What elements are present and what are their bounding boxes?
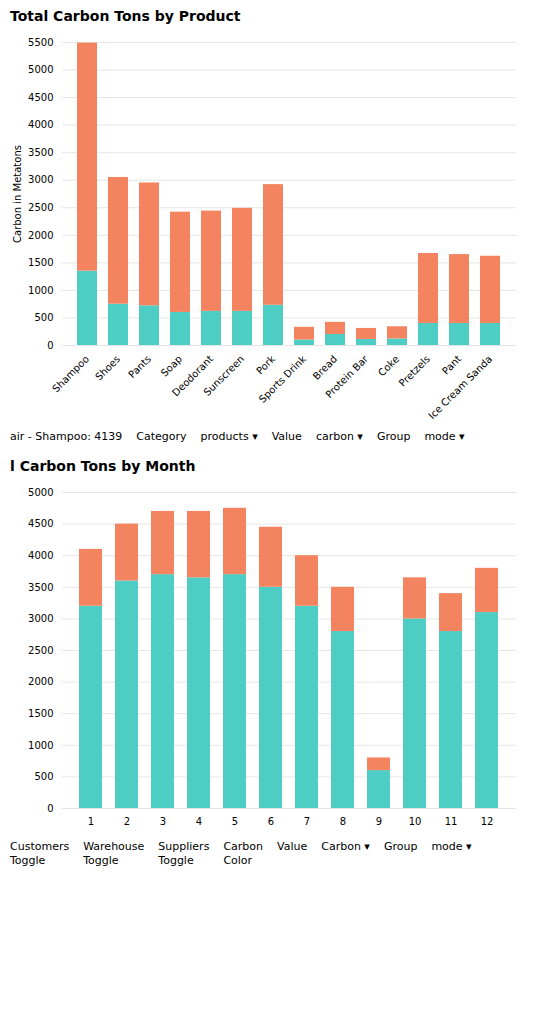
svg-text:500: 500 xyxy=(34,312,53,323)
svg-text:4500: 4500 xyxy=(28,518,53,529)
svg-text:Pant: Pant xyxy=(440,353,463,376)
svg-text:5: 5 xyxy=(232,815,238,826)
svg-text:4000: 4000 xyxy=(28,550,53,561)
svg-text:Shoes: Shoes xyxy=(93,353,122,382)
svg-text:Pants: Pants xyxy=(126,353,153,380)
svg-text:Pretzels: Pretzels xyxy=(397,353,433,389)
svg-text:11: 11 xyxy=(445,815,458,826)
html-text:Carbon Color: Carbon Color xyxy=(223,839,263,867)
svg-text:2000: 2000 xyxy=(28,676,53,687)
svg-text:2000: 2000 xyxy=(28,230,53,241)
html-text:mode ▾: mode ▾ xyxy=(431,839,472,853)
html-text:l Carbon Tons by Month: l Carbon Tons by Month xyxy=(10,457,196,474)
html-text:products ▾: products ▾ xyxy=(200,430,258,443)
svg-text:10: 10 xyxy=(409,815,422,826)
html-text:Total Carbon Tons by Product: Total Carbon Tons by Product xyxy=(10,8,241,24)
svg-text:7: 7 xyxy=(304,815,310,826)
svg-text:9: 9 xyxy=(376,815,382,826)
svg-text:Shampoo: Shampoo xyxy=(50,353,91,394)
svg-text:1: 1 xyxy=(88,815,94,826)
html-text:Category: Category xyxy=(136,430,187,443)
svg-text:0: 0 xyxy=(47,340,53,351)
svg-text:5500: 5500 xyxy=(28,37,53,48)
svg-text:3: 3 xyxy=(160,815,166,826)
svg-text:4: 4 xyxy=(196,815,202,826)
svg-text:1000: 1000 xyxy=(28,285,53,296)
svg-text:0: 0 xyxy=(47,802,53,813)
svg-text:3500: 3500 xyxy=(28,581,53,592)
svg-text:Coke: Coke xyxy=(376,353,401,378)
svg-text:Protein Bar: Protein Bar xyxy=(323,353,371,401)
html-text:Group: Group xyxy=(383,839,418,853)
svg-text:Pork: Pork xyxy=(254,353,277,376)
svg-text:4500: 4500 xyxy=(28,92,53,103)
svg-text:Carbon in Metatons: Carbon in Metatons xyxy=(12,145,23,243)
html-text:Value: Value xyxy=(271,430,302,443)
html-text:carbon ▾: carbon ▾ xyxy=(315,430,363,443)
svg-text:3500: 3500 xyxy=(28,147,53,158)
svg-text:Sports Drink: Sports Drink xyxy=(257,353,309,405)
svg-text:1000: 1000 xyxy=(28,739,53,750)
svg-text:1500: 1500 xyxy=(28,257,53,268)
svg-text:Deodorant: Deodorant xyxy=(170,353,216,399)
html-text:air - Shampoo: 4139: air - Shampoo: 4139 xyxy=(10,430,123,443)
svg-text:Sunscreen: Sunscreen xyxy=(201,353,246,398)
svg-text:2: 2 xyxy=(124,815,130,826)
svg-text:8: 8 xyxy=(340,815,346,826)
html-text:Carbon ▾: Carbon ▾ xyxy=(321,839,370,853)
svg-text:5000: 5000 xyxy=(28,486,53,497)
svg-text:Ice Cream Sanda: Ice Cream Sanda xyxy=(426,353,494,421)
html-text:Group: Group xyxy=(376,430,411,443)
html-text:Customers Toggle: Customers Toggle xyxy=(10,839,70,867)
svg-text:Bread: Bread xyxy=(311,353,340,382)
svg-text:Soap: Soap xyxy=(159,353,184,378)
html-text:Suppliers Toggle: Suppliers Toggle xyxy=(158,839,210,867)
svg-text:500: 500 xyxy=(34,771,53,782)
html-text:mode ▾: mode ▾ xyxy=(424,430,465,443)
svg-text:2500: 2500 xyxy=(28,202,53,213)
svg-text:6: 6 xyxy=(268,815,274,826)
svg-text:1500: 1500 xyxy=(28,708,53,719)
html-text:Warehouse Toggle: Warehouse Toggle xyxy=(83,839,145,867)
svg-text:3000: 3000 xyxy=(28,174,53,185)
svg-text:12: 12 xyxy=(481,815,494,826)
svg-text:3000: 3000 xyxy=(28,613,53,624)
svg-text:5000: 5000 xyxy=(28,64,53,75)
html-text:Value: Value xyxy=(277,839,308,853)
svg-text:4000: 4000 xyxy=(28,119,53,130)
svg-text:2500: 2500 xyxy=(28,644,53,655)
